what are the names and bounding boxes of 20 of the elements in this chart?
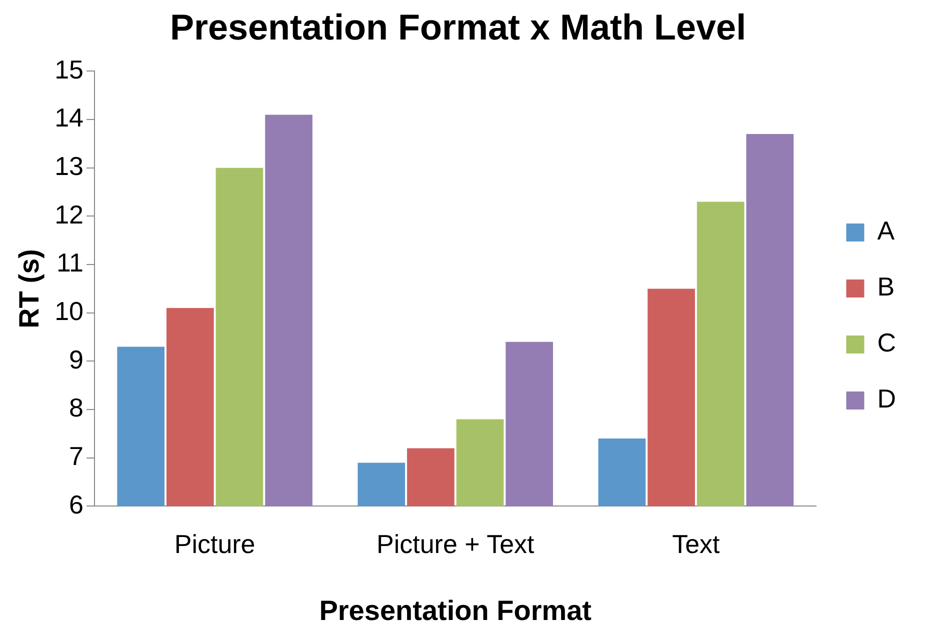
x-tick-label: Picture <box>174 528 256 559</box>
x-tick-label: Picture + Text <box>376 528 536 559</box>
y-tick-label: 12 <box>54 199 84 230</box>
legend-label: A <box>877 216 896 246</box>
chart-title: Presentation Format x Math Level <box>170 6 746 48</box>
y-tick-label: 14 <box>54 102 84 133</box>
y-axis-title: RT (s) <box>14 249 45 328</box>
y-tick-label: 7 <box>69 441 84 472</box>
y-tick-label: 6 <box>69 489 84 520</box>
legend-label: D <box>877 384 896 414</box>
x-tick-label: Text <box>672 528 721 559</box>
y-tick-label: 13 <box>54 151 84 182</box>
legend-label: B <box>877 272 895 302</box>
y-tick-label: 9 <box>69 344 84 374</box>
y-tick-label: 15 <box>54 54 84 84</box>
x-axis-title: Presentation Format <box>319 594 592 626</box>
y-tick-label: 10 <box>54 296 84 326</box>
legend-label: C <box>877 328 896 358</box>
y-tick-label: 8 <box>69 392 84 423</box>
y-tick-label: 11 <box>56 248 84 278</box>
